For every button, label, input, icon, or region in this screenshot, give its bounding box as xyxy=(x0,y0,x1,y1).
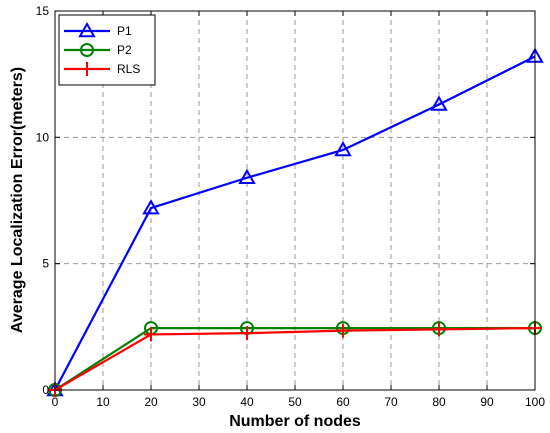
series-line-p1 xyxy=(54,55,536,391)
y-axis-label: Average Localization Error(meters) xyxy=(9,67,26,333)
plot-frame xyxy=(54,10,536,391)
legend-label-p2: P2 xyxy=(117,43,132,57)
y-tick-label: 0 xyxy=(42,383,49,397)
x-tick-label: 90 xyxy=(480,395,494,409)
point-rls xyxy=(432,322,446,337)
x-tick-label: 100 xyxy=(525,395,545,409)
x-tick-label: 70 xyxy=(384,395,398,409)
legend-entry-p2: P2 xyxy=(64,43,132,57)
x-tick-label: 30 xyxy=(192,395,206,409)
x-tick-label: 10 xyxy=(96,395,110,409)
x-tick-label: 50 xyxy=(288,395,302,409)
x-tick-label: 80 xyxy=(432,395,446,409)
x-axis-label: Number of nodes xyxy=(229,413,361,430)
legend-marker-p2 xyxy=(80,43,94,57)
legend-label-p1: P1 xyxy=(117,24,132,38)
x-tick-labels: 0 10 20 30 40 50 60 70 80 90 100 xyxy=(52,395,546,409)
legend-entry-rls: RLS xyxy=(64,62,140,76)
x-tick-label: 0 xyxy=(52,395,59,409)
point-rls xyxy=(240,326,254,341)
legend-marker-p1 xyxy=(78,21,96,38)
point-rls xyxy=(144,327,158,342)
legend-entry-p1: P1 xyxy=(64,21,132,38)
series-p1 xyxy=(46,47,544,397)
series-line-rls xyxy=(54,326,536,391)
legend-label-rls: RLS xyxy=(117,62,140,76)
point-p1 xyxy=(142,199,160,215)
point-p1 xyxy=(334,140,352,157)
point-rls xyxy=(336,323,350,338)
point-p1 xyxy=(430,95,448,111)
x-tick-label: 20 xyxy=(144,395,158,409)
legend-marker-rls xyxy=(80,62,94,76)
point-p1 xyxy=(238,168,256,185)
y-tick-labels: 0 5 10 15 xyxy=(36,4,50,397)
y-tick-label: 10 xyxy=(36,130,50,144)
x-tick-label: 40 xyxy=(240,395,254,409)
x-tick-label: 60 xyxy=(336,395,350,409)
y-tick-label: 5 xyxy=(42,257,49,271)
y-tick-label: 15 xyxy=(36,4,50,18)
legend: P1 P2 RLS xyxy=(58,14,156,86)
